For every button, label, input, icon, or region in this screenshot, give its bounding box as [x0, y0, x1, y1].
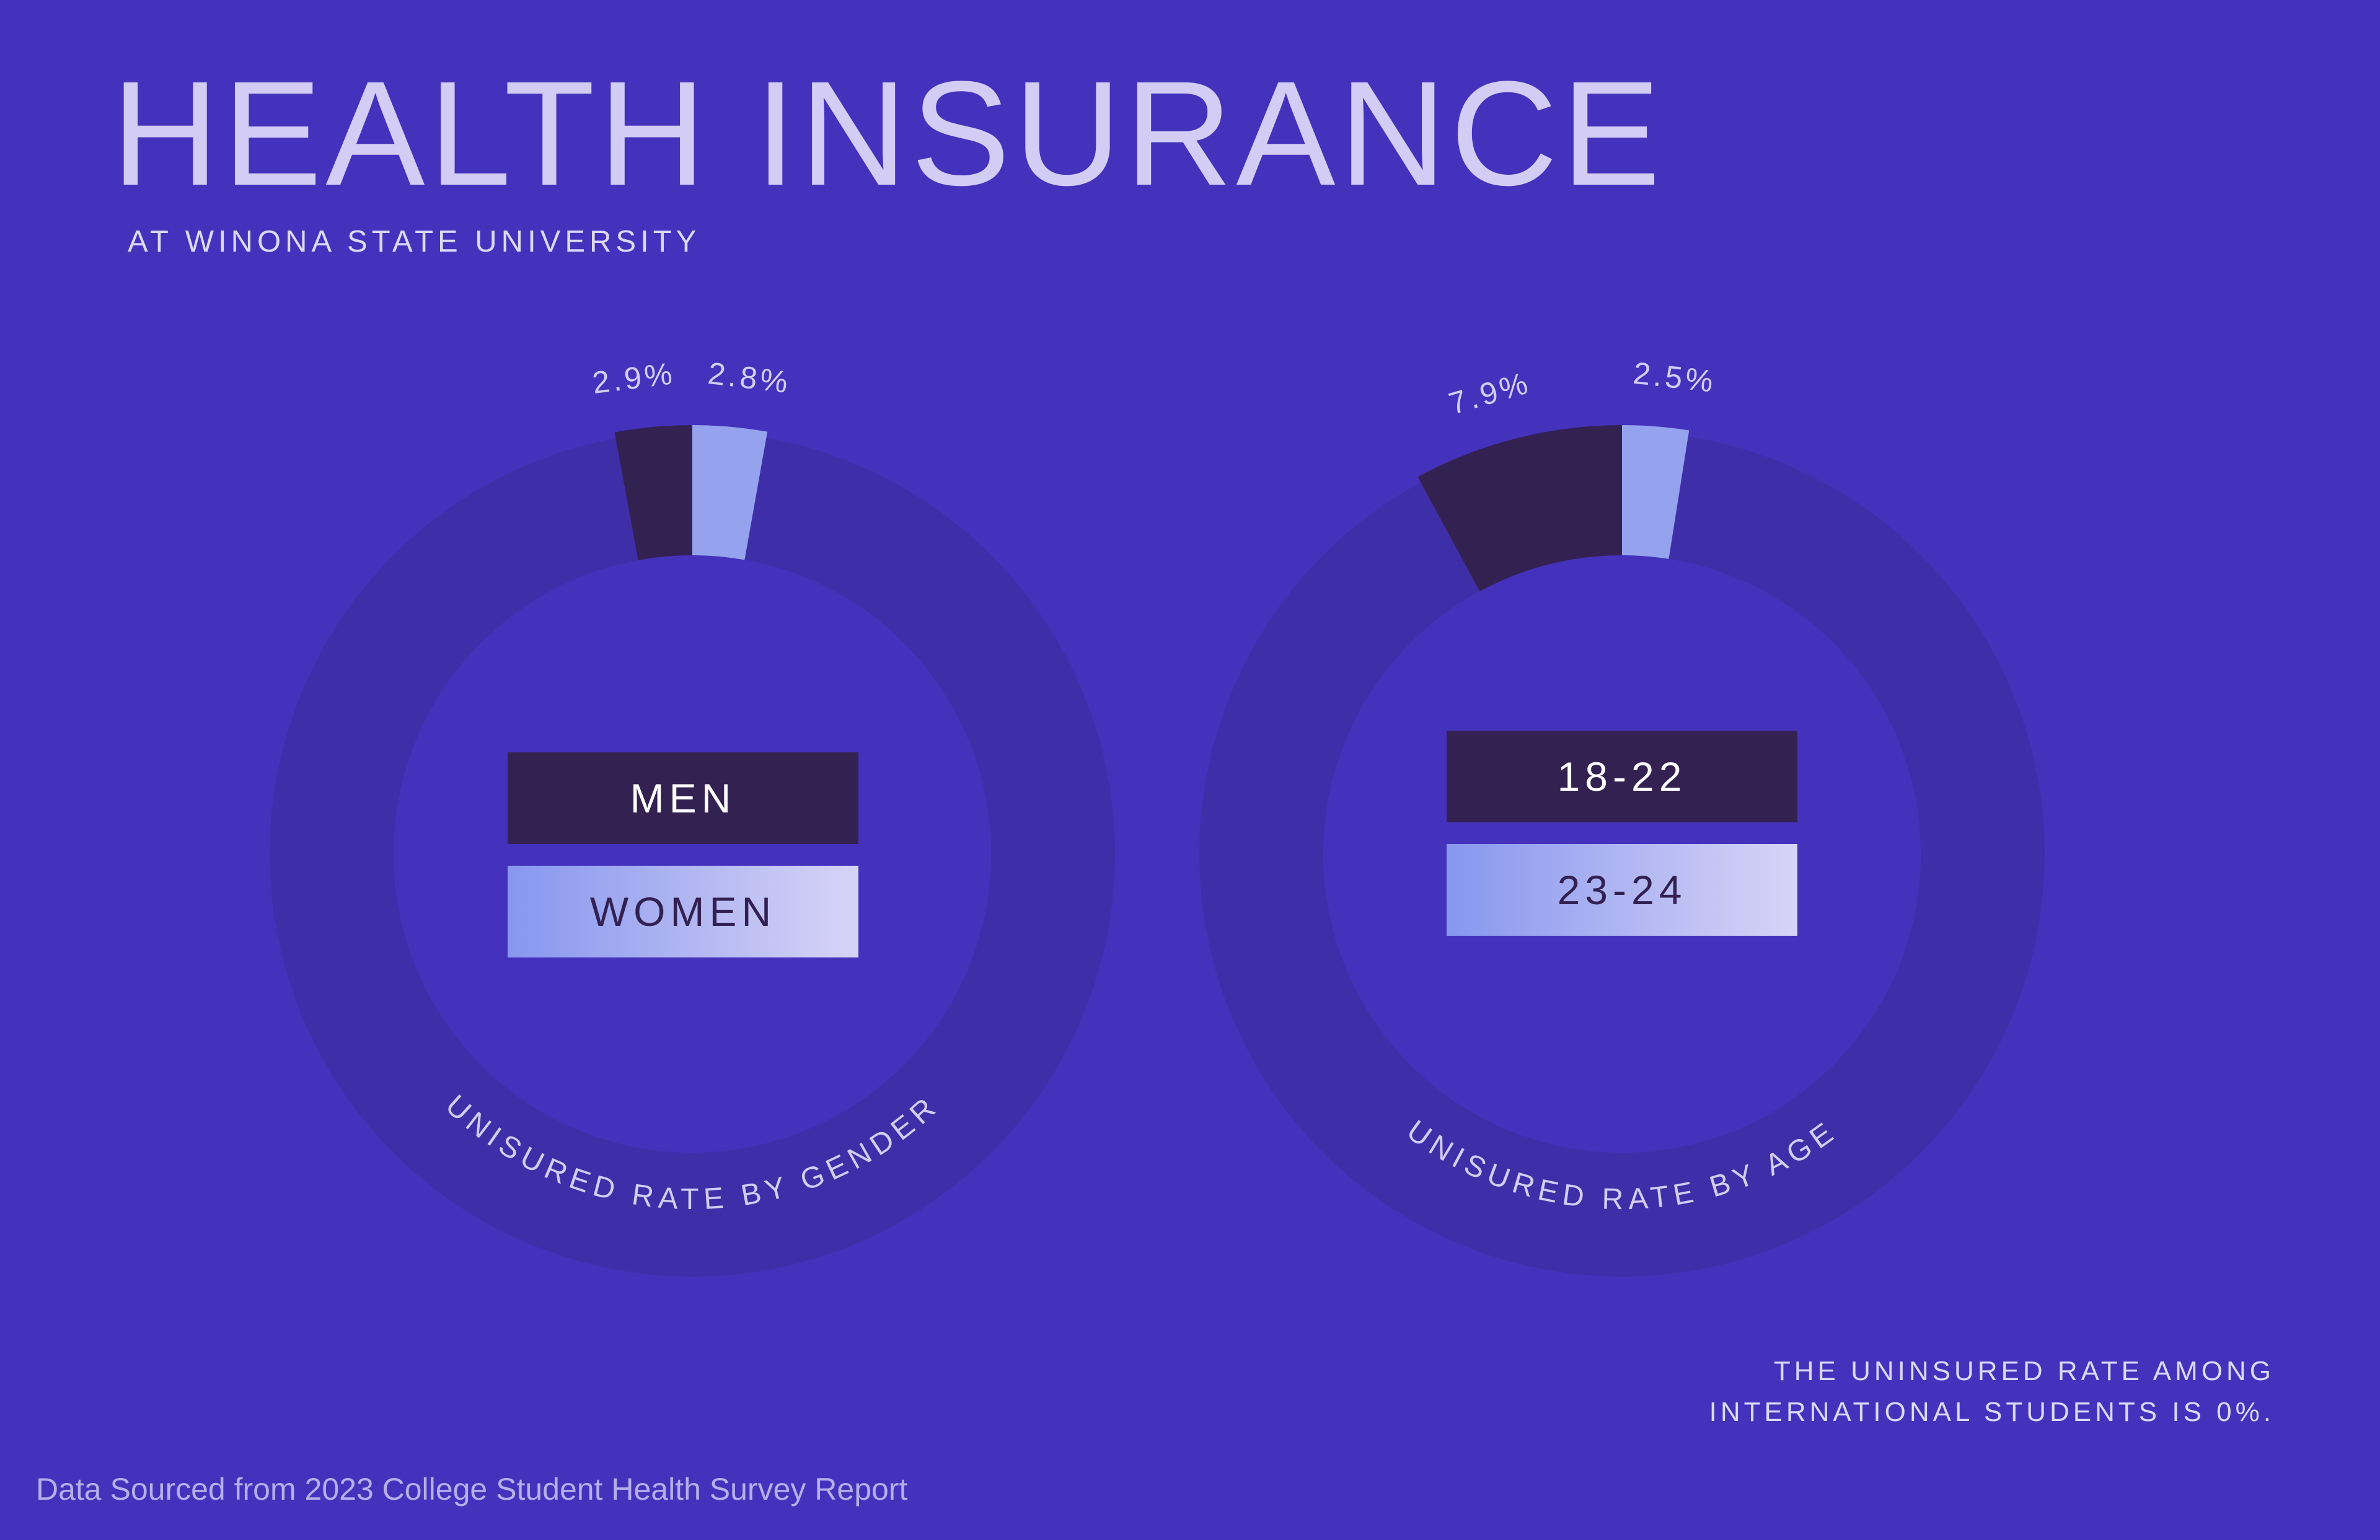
value-label: 7.9%: [1445, 365, 1534, 421]
value-label: 2.5%: [1631, 356, 1717, 399]
legend-18-22: 18-22: [1447, 731, 1797, 822]
international-note: THE UNINSURED RATE AMONG INTERNATIONAL S…: [1709, 1351, 2275, 1433]
donut-ring: [270, 431, 1115, 1277]
value-label: 2.8%: [706, 356, 793, 400]
data-source: Data Sourced from 2023 College Student H…: [36, 1472, 908, 1507]
legend-23-24: 23-24: [1447, 844, 1797, 936]
note-line-2: INTERNATIONAL STUDENTS IS 0%.: [1709, 1397, 2275, 1427]
legend-women: WOMEN: [508, 866, 858, 957]
value-label: 2.9%: [591, 356, 677, 400]
slice-women: [692, 425, 768, 560]
slice-23-24: [1622, 425, 1690, 559]
page-title: HEALTH INSURANCE: [112, 50, 1665, 216]
slice-men: [614, 425, 692, 560]
slice-18-22: [1417, 425, 1622, 592]
note-line-1: THE UNINSURED RATE AMONG: [1773, 1356, 2275, 1386]
page-subtitle: AT WINONA STATE UNIVERSITY: [128, 225, 701, 258]
legend-men: MEN: [508, 752, 858, 844]
